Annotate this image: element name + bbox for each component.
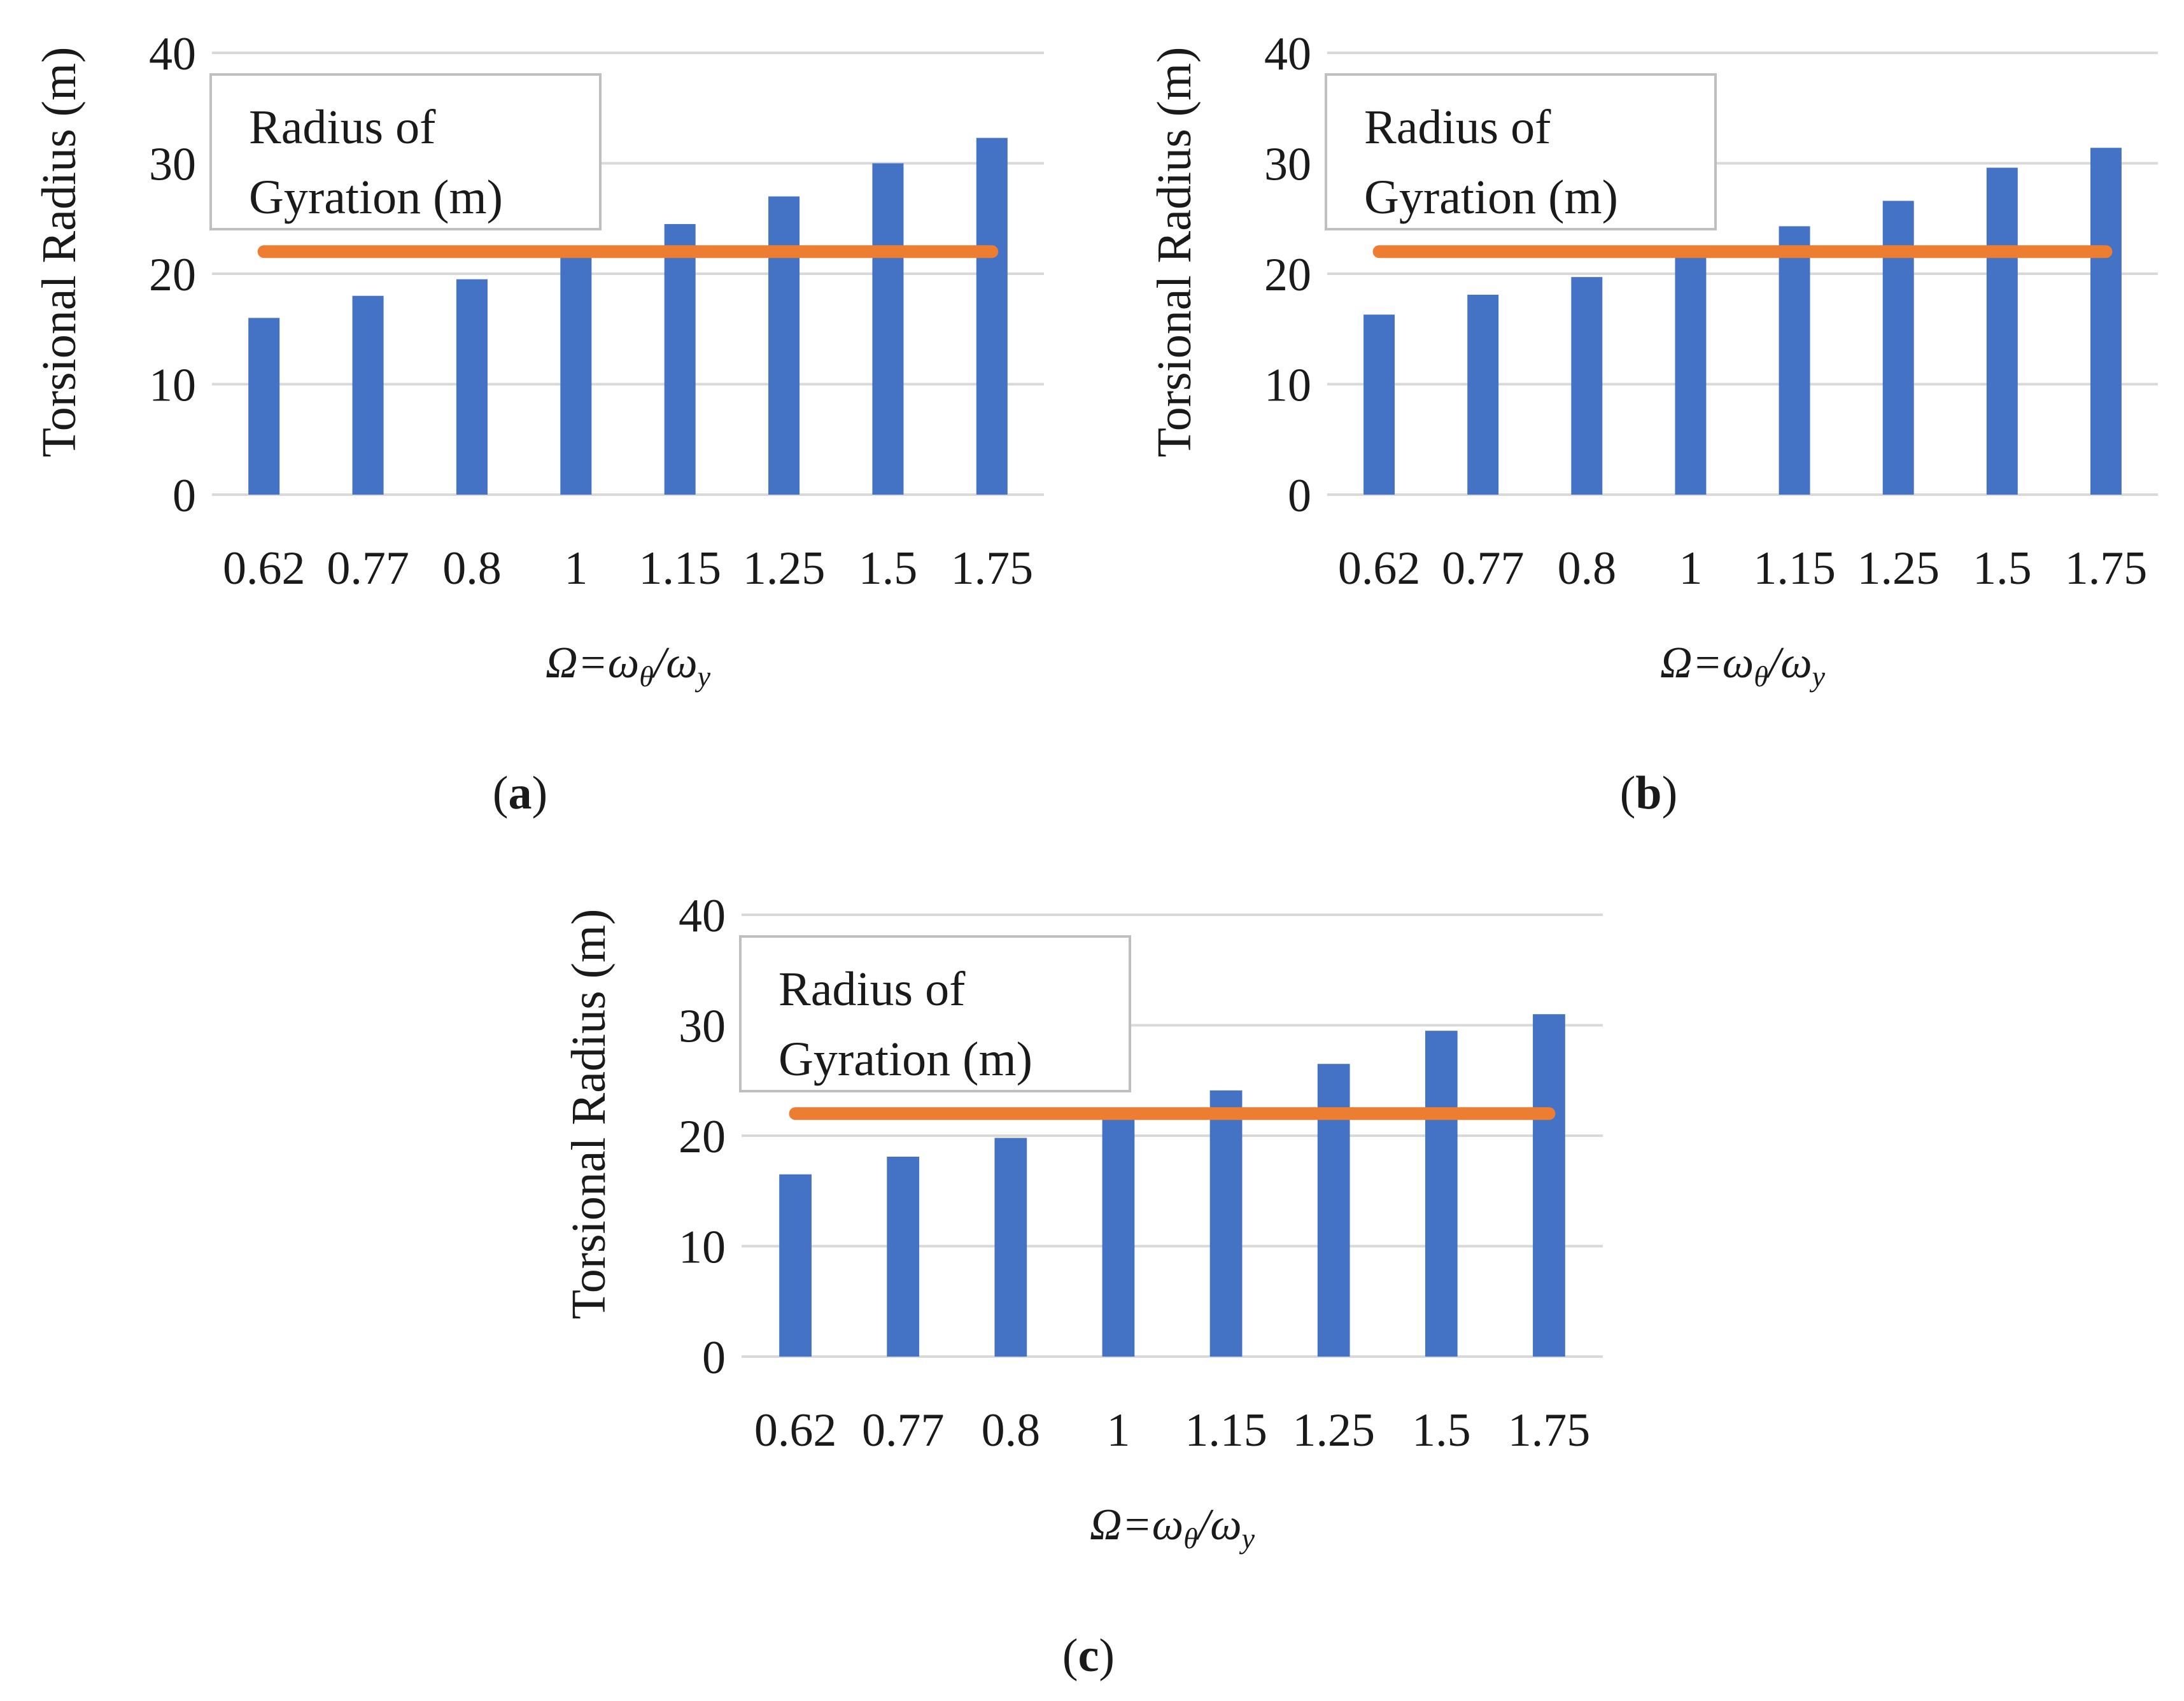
y-tick-label: 20 (1264, 249, 1311, 301)
panel-caption-a: (a) (493, 767, 547, 819)
y-tick-labels: 0 10 20 30 40 (1264, 28, 1311, 522)
legend-label: Gyration (m) (778, 1033, 1032, 1086)
legend-box (1325, 73, 1717, 230)
x-tick-label: 1.15 (1753, 542, 1836, 595)
x-tick-label: 1 (1106, 1404, 1130, 1457)
bar (976, 138, 1008, 495)
bar (872, 163, 904, 495)
y-tick-label: 10 (1264, 360, 1311, 412)
y-tick-label: 40 (1264, 28, 1311, 80)
bar (248, 318, 280, 495)
bar (1102, 1113, 1135, 1357)
bars (779, 1014, 1565, 1357)
y-tick-label: 0 (702, 1332, 726, 1384)
x-tick-label: 0.8 (982, 1404, 1041, 1457)
bar (1986, 167, 2018, 495)
y-tick-label: 40 (679, 890, 726, 942)
x-tick-label: 0.77 (862, 1404, 945, 1457)
x-tick-label: 1.5 (1973, 542, 2032, 595)
y-tick-label: 30 (1264, 139, 1311, 191)
gridlines (742, 914, 1603, 1358)
y-tick-label: 30 (149, 139, 196, 191)
bar (664, 223, 696, 495)
bar (994, 1138, 1027, 1357)
bar (1209, 1090, 1243, 1357)
chart-b: 0 10 20 30 40 0.62 0.77 0.8 1 1.15 1.25 … (1148, 28, 2158, 693)
bar (2090, 148, 2122, 495)
y-tick-labels: 0 10 20 30 40 (679, 890, 726, 1384)
y-tick-label: 10 (149, 360, 196, 412)
x-tick-label: 0.62 (223, 542, 306, 595)
bar (779, 1174, 812, 1357)
legend: Radius of Gyration (m) (1325, 73, 1717, 230)
y-axis-label: Torsional Radius (m) (562, 909, 616, 1320)
bar (1571, 277, 1603, 495)
bar (1363, 314, 1395, 495)
x-tick-labels: 0.62 0.77 0.8 1 1.15 1.25 1.5 1.75 (754, 1404, 1590, 1457)
x-tick-label: 0.8 (1558, 542, 1617, 595)
legend-label: Radius of (249, 101, 436, 154)
bars (248, 138, 1008, 495)
legend: Radius of Gyration (m) (209, 73, 602, 230)
y-axis-label: Torsional Radius (m) (32, 47, 86, 458)
legend: Radius of Gyration (m) (739, 935, 1131, 1092)
x-tick-labels: 0.62 0.77 0.8 1 1.15 1.25 1.5 1.75 (223, 542, 1033, 595)
bar (768, 196, 800, 495)
legend-box (739, 935, 1131, 1092)
x-tick-label: 1.5 (1412, 1404, 1471, 1457)
bar (887, 1156, 920, 1357)
bar (1533, 1014, 1565, 1357)
legend-label: Gyration (m) (249, 171, 503, 224)
x-axis-label: Ω=ωθ/ωy (1090, 1500, 1255, 1555)
y-tick-labels: 0 10 20 30 40 (149, 28, 196, 522)
x-tick-label: 0.62 (1338, 542, 1421, 595)
x-tick-label: 0.77 (327, 542, 409, 595)
x-tick-label: 0.62 (754, 1404, 837, 1457)
bars (1363, 148, 2122, 495)
x-tick-label: 0.8 (442, 542, 502, 595)
y-tick-label: 40 (149, 28, 196, 80)
x-tick-label: 1.75 (951, 542, 1034, 595)
panel-caption-c: (c) (1062, 1630, 1115, 1682)
y-tick-label: 20 (679, 1111, 726, 1163)
bar (456, 279, 488, 495)
x-tick-label: 1.75 (1508, 1404, 1591, 1457)
panel-caption-b: (b) (1620, 767, 1677, 819)
x-tick-label: 1.75 (2065, 542, 2148, 595)
x-tick-label: 1 (1679, 542, 1702, 595)
y-tick-label: 0 (1288, 470, 1311, 522)
legend-label: Radius of (1364, 101, 1551, 154)
x-tick-label: 0.77 (1442, 542, 1525, 595)
y-tick-label: 10 (679, 1222, 726, 1274)
y-axis-label: Torsional Radius (m) (1148, 47, 1201, 458)
y-tick-label: 20 (149, 249, 196, 301)
y-tick-label: 0 (173, 470, 196, 522)
x-tick-label: 1.5 (859, 542, 918, 595)
x-tick-label: 1.25 (743, 542, 826, 595)
bar (352, 295, 384, 495)
legend-box (209, 73, 602, 230)
bar (560, 251, 592, 495)
x-tick-label: 1 (564, 542, 588, 595)
x-axis-label: Ω=ωθ/ωy (1660, 639, 1826, 693)
y-tick-label: 30 (679, 1001, 726, 1053)
bar (1779, 226, 1810, 495)
x-axis-label: Ω=ωθ/ωy (546, 639, 711, 693)
x-tick-label: 1.25 (1857, 542, 1940, 595)
x-tick-label: 1.15 (638, 542, 721, 595)
bar (1882, 201, 1914, 495)
chart-c: 0 10 20 30 40 0.62 0.77 0.8 1 1.15 1.25 … (562, 890, 1603, 1555)
bar (1425, 1031, 1458, 1357)
x-tick-label: 1.15 (1185, 1404, 1267, 1457)
bar (1675, 251, 1707, 495)
legend-label: Gyration (m) (1364, 171, 1618, 224)
x-tick-labels: 0.62 0.77 0.8 1 1.15 1.25 1.5 1.75 (1338, 542, 2147, 595)
legend-label: Radius of (778, 963, 966, 1016)
bar (1467, 294, 1499, 495)
x-tick-label: 1.25 (1292, 1404, 1375, 1457)
chart-a: 0 10 20 30 40 0.62 0.77 0.8 1 1.15 1.25 … (32, 28, 1044, 693)
